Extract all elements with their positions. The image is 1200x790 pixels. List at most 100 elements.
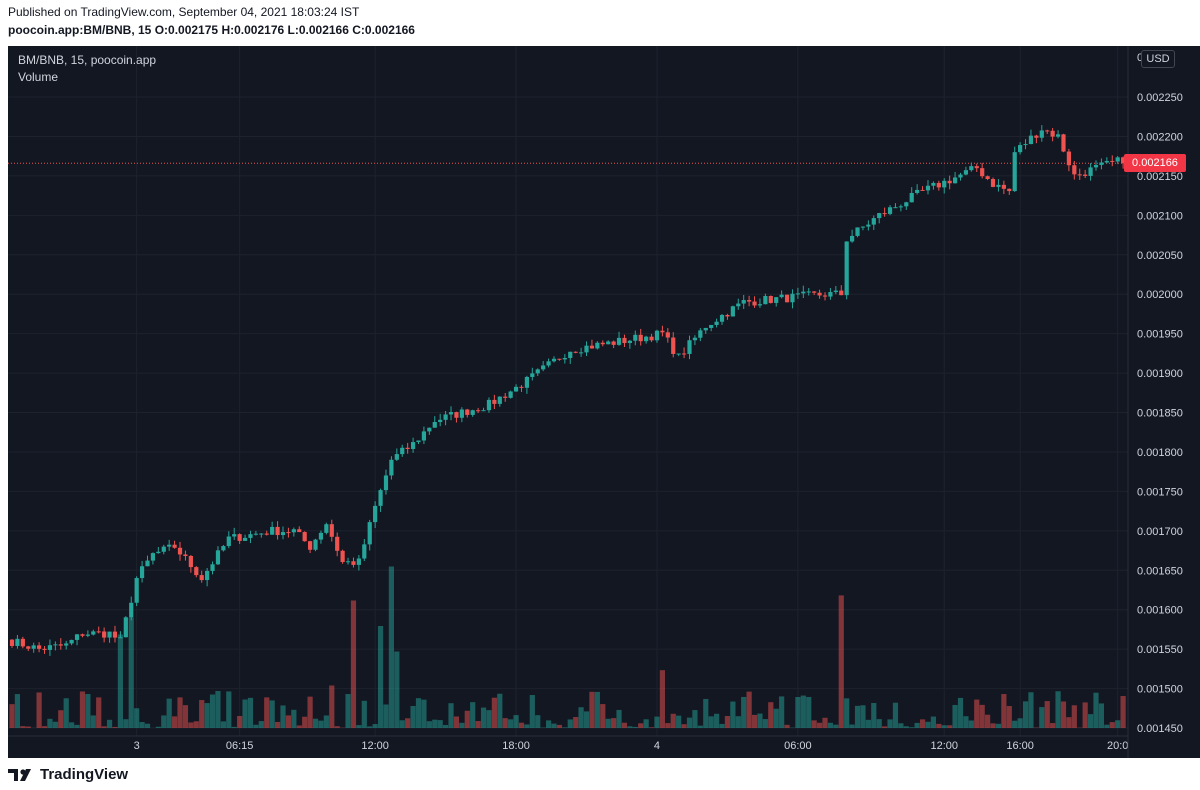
candle-body xyxy=(427,427,432,432)
candle-body xyxy=(633,334,638,341)
y-tick-label: 0.002100 xyxy=(1137,210,1183,222)
candle-body xyxy=(990,179,996,187)
volume-bar xyxy=(139,722,145,728)
volume-bar xyxy=(204,703,210,728)
x-tick-label: 06:15 xyxy=(226,740,254,752)
volume-bar xyxy=(849,724,855,728)
volume-bar xyxy=(220,721,226,728)
volume-bar xyxy=(535,715,541,728)
volume-bar xyxy=(708,716,714,728)
candle-body xyxy=(58,644,63,646)
volume-bar xyxy=(936,723,942,728)
candle-body xyxy=(443,414,448,420)
volume-bar xyxy=(573,717,579,728)
candle-body xyxy=(448,412,454,415)
volume-bar xyxy=(822,717,828,728)
candle-body xyxy=(671,337,676,354)
candle-body xyxy=(177,547,183,555)
y-tick-label: 0.002000 xyxy=(1137,289,1183,301)
candle-body xyxy=(1034,135,1039,138)
candle-body xyxy=(1001,184,1006,189)
candle-body xyxy=(909,192,914,203)
candle-body xyxy=(763,296,768,305)
volume-bar xyxy=(47,718,53,728)
volume-bar xyxy=(833,724,839,728)
volume-bar xyxy=(768,702,774,728)
candle-body xyxy=(1007,188,1012,192)
candle-body xyxy=(795,293,800,295)
volume-bar xyxy=(367,726,373,728)
y-tick-label: 0.001900 xyxy=(1137,368,1183,380)
close-value: 0.002166 xyxy=(364,23,415,37)
candle-body xyxy=(389,459,394,476)
volume-bar xyxy=(1066,717,1072,728)
volume-bar xyxy=(388,566,394,728)
volume-bar xyxy=(600,704,606,728)
volume-bar xyxy=(594,691,600,728)
candle-body xyxy=(882,213,887,215)
candle-body xyxy=(579,352,584,354)
candle-body xyxy=(194,567,199,576)
volume-bar xyxy=(464,710,470,728)
candle-body xyxy=(1018,145,1023,153)
currency-button[interactable]: USD xyxy=(1141,50,1175,68)
candle-body xyxy=(513,386,519,392)
candle-body xyxy=(622,337,627,344)
volume-bar xyxy=(79,691,86,728)
candle-body xyxy=(904,202,909,207)
x-tick-label: 12:00 xyxy=(930,740,958,752)
volume-bar xyxy=(237,715,243,728)
candle-body xyxy=(584,345,589,353)
volume-bar xyxy=(963,716,969,728)
volume-bar xyxy=(1115,720,1121,728)
y-tick-label: 0.001500 xyxy=(1137,684,1183,696)
open-value: 0.002175 xyxy=(168,23,219,37)
volume-bar xyxy=(529,695,535,728)
candle-body xyxy=(1055,134,1061,137)
volume-bar xyxy=(193,721,199,728)
open-label: O: xyxy=(154,23,169,37)
candle-body xyxy=(313,539,318,550)
volume-bar xyxy=(1012,720,1018,728)
candle-body xyxy=(492,399,497,404)
volume-bar xyxy=(714,713,720,728)
candle-body xyxy=(1066,151,1071,166)
volume-bar xyxy=(90,715,96,728)
volume-bar xyxy=(1087,714,1094,728)
candle-body xyxy=(644,336,649,342)
volume-bar xyxy=(784,724,790,728)
candle-body xyxy=(887,207,893,214)
volume-bar xyxy=(296,725,302,728)
chart-pane[interactable] xyxy=(8,46,1128,758)
volume-bar xyxy=(1082,702,1088,728)
candle-body xyxy=(291,529,296,533)
volume-bar xyxy=(518,722,525,728)
volume-bar xyxy=(123,719,129,728)
volume-bar xyxy=(69,722,75,728)
candle-body xyxy=(714,321,719,325)
candle-body xyxy=(730,306,735,317)
low-value: 0.002166 xyxy=(298,23,349,37)
volume-bar xyxy=(605,718,611,728)
candle-body xyxy=(107,631,112,638)
candle-body xyxy=(275,526,280,536)
volume-bar xyxy=(307,696,313,728)
volume-bar xyxy=(1071,705,1077,728)
candle-body xyxy=(324,524,329,533)
volume-bar xyxy=(524,724,530,728)
brand[interactable]: TradingView xyxy=(8,766,128,783)
volume-bar xyxy=(177,697,183,728)
volume-bar xyxy=(421,699,427,728)
candle-body xyxy=(145,560,150,567)
candle-body xyxy=(205,570,210,581)
candle-body xyxy=(253,533,258,535)
candle-body xyxy=(1039,130,1044,138)
candle-body xyxy=(833,290,838,293)
candle-body xyxy=(530,373,535,377)
candle-body xyxy=(459,409,464,418)
volume-bar xyxy=(329,685,335,728)
volume-bar xyxy=(1050,723,1056,728)
candle-body xyxy=(221,546,226,551)
volume-bar xyxy=(947,725,953,728)
